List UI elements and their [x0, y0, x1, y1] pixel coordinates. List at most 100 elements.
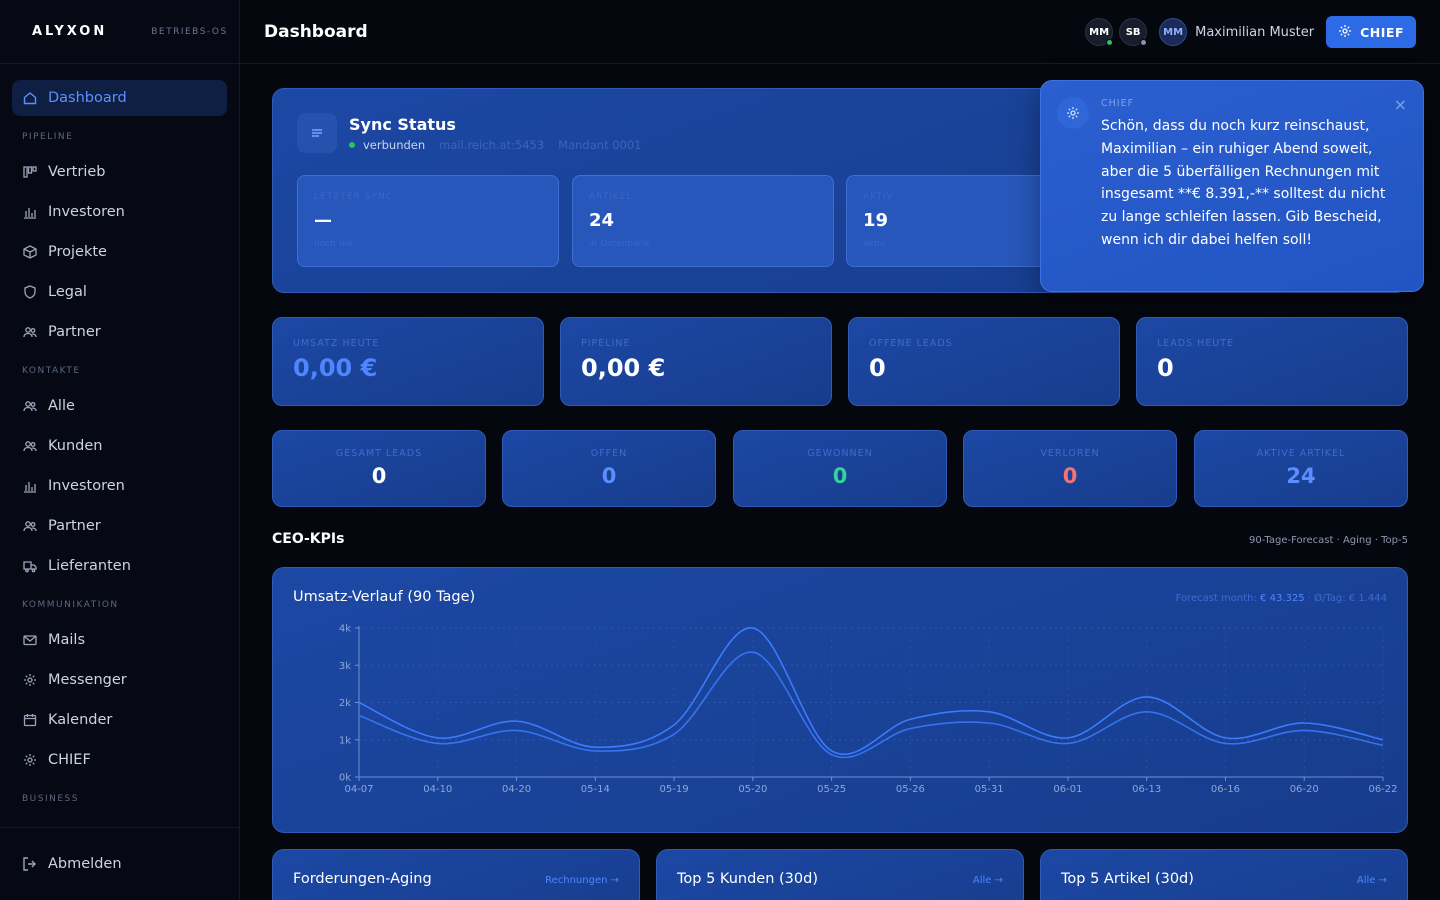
sidebar-item-messenger[interactable]: Messenger — [12, 662, 227, 698]
sidebar-item-label: Partner — [48, 518, 101, 534]
popup-label: CHIEF — [1101, 98, 1135, 109]
sidebar-item-label: CHIEF — [48, 752, 91, 768]
sidebar-item-label: Dashboard — [48, 90, 127, 106]
sidebar-item-label: Projekte — [48, 244, 107, 260]
users-icon — [22, 398, 38, 414]
tile-label: LETZTER SYNC — [314, 192, 393, 202]
logout-icon — [22, 856, 38, 872]
lead-stat-card[interactable]: GEWONNEN 0 — [733, 430, 947, 507]
card-title: Top 5 Kunden (30d) — [677, 871, 818, 887]
kpi-label: PIPELINE — [581, 338, 631, 349]
stat-label: AKTIVE ARTIKEL — [1256, 448, 1346, 459]
sync-tile: LETZTER SYNC — noch nie — [297, 175, 559, 267]
bar-chart-icon — [22, 204, 38, 220]
sidebar-item-kunden[interactable]: Kunden — [12, 428, 227, 464]
sidebar-item-projekte[interactable]: Projekte — [12, 234, 227, 270]
presence-avatar[interactable]: MM — [1085, 18, 1114, 46]
sidebar-item-vertrieb[interactable]: Vertrieb — [12, 154, 227, 190]
chart-title: Umsatz-Verlauf (90 Tage) — [293, 589, 476, 605]
sidebar-item-kontakte-investoren[interactable]: Investoren — [12, 468, 227, 504]
sidebar-item-lieferanten[interactable]: Lieferanten — [12, 548, 227, 584]
stat-label: VERLOREN — [1040, 448, 1100, 459]
truck-icon — [22, 558, 38, 574]
tile-sub: in Datenbank — [589, 239, 650, 249]
logout-button[interactable]: Abmelden — [12, 846, 227, 882]
kpi-card[interactable]: LEADS HEUTE 0 — [1136, 317, 1408, 406]
lead-stat-card[interactable]: OFFEN 0 — [502, 430, 716, 507]
sync-mandant: Mandant 0001 — [558, 138, 642, 152]
x-tick-label: 06-13 — [1132, 784, 1161, 795]
kpi-value: 0 — [869, 354, 886, 382]
sparkle-icon — [1057, 97, 1089, 129]
section-meta: 90-Tage-Forecast · Aging · Top-5 — [1249, 535, 1408, 546]
sidebar-nav: Dashboard PIPELINE Vertrieb Investoren P… — [0, 64, 239, 816]
chart-meta: Forecast month: € 43.325 · Ø/Tag: € 1.44… — [1175, 593, 1387, 604]
connection-status: verbunden — [363, 138, 426, 152]
top-articles-card: Top 5 Artikel (30d) Alle → — [1040, 849, 1408, 900]
topbar: Dashboard MM SB MM Maximilian Muster CHI… — [240, 0, 1440, 64]
lead-stat-card[interactable]: AKTIVE ARTIKEL 24 — [1194, 430, 1408, 507]
sidebar-item-investoren[interactable]: Investoren — [12, 194, 227, 230]
lead-stat-card[interactable]: VERLOREN 0 — [963, 430, 1177, 507]
connection-status-dot — [349, 142, 355, 148]
kanban-icon — [22, 164, 38, 180]
all-customers-link[interactable]: Alle → — [972, 875, 1003, 886]
sidebar-item-dashboard[interactable]: Dashboard — [12, 80, 227, 116]
stat-value: 24 — [1286, 464, 1316, 488]
sidebar-item-label: Investoren — [48, 204, 125, 220]
sidebar-item-kontakte-partner[interactable]: Partner — [12, 508, 227, 544]
stat-label: GESAMT LEADS — [335, 448, 423, 459]
sidebar-item-kalender[interactable]: Kalender — [12, 702, 227, 738]
tile-value: — — [314, 210, 332, 231]
stat-value: 0 — [832, 464, 848, 488]
presence-avatar[interactable]: SB — [1119, 18, 1148, 46]
kpi-value: 0 — [1157, 354, 1174, 382]
stat-value: 0 — [371, 464, 387, 488]
tile-sub: noch nie — [314, 239, 353, 249]
sidebar-item-mails[interactable]: Mails — [12, 622, 227, 658]
page-title: Dashboard — [264, 21, 368, 42]
kpi-value: 0,00 € — [581, 354, 666, 382]
sidebar-item-label: Investoren — [48, 478, 125, 494]
chief-button[interactable]: CHIEF — [1326, 16, 1416, 48]
card-title: Top 5 Artikel (30d) — [1061, 871, 1194, 887]
sidebar-item-label: Alle — [48, 398, 75, 414]
tile-label: ARTIKEL — [589, 192, 633, 202]
kpi-label: UMSATZ HEUTE — [293, 338, 380, 349]
kpi-card[interactable]: OFFENE LEADS 0 — [848, 317, 1120, 406]
user-name[interactable]: Maximilian Muster — [1195, 24, 1315, 40]
x-tick-label: 05-25 — [817, 784, 846, 795]
revenue-chart-card: 0k 1k 2k 3k 4k 04-07 04-10 04-20 05-14 05-19 05-20… — [272, 567, 1408, 833]
x-tick-label: 04-10 — [423, 784, 452, 795]
x-tick-label: 05-14 — [581, 784, 610, 795]
revenue-chart: 0k 1k 2k 3k 4k 04-07 04-10 04-20 05-14 05-19 05-20… — [339, 624, 1398, 796]
nav-section-business: BUSINESS — [22, 794, 79, 804]
users-icon — [22, 438, 38, 454]
box-icon — [22, 244, 38, 260]
kpi-label: OFFENE LEADS — [869, 338, 953, 349]
y-tick-label: 1k — [339, 735, 351, 746]
brand-logo[interactable]: ALYXON — [32, 24, 108, 39]
sync-host: mail.reich.at:5453 — [439, 138, 545, 152]
close-icon[interactable]: × — [1393, 95, 1407, 114]
kpi-card[interactable]: UMSATZ HEUTE 0,00 € — [272, 317, 544, 406]
calendar-icon — [22, 712, 38, 728]
nav-section-kommunikation: KOMMUNIKATION — [22, 600, 119, 610]
status-dot — [1140, 39, 1148, 46]
lead-stat-card[interactable]: GESAMT LEADS 0 — [272, 430, 486, 507]
user-avatar[interactable]: MM — [1159, 18, 1188, 46]
sidebar-item-label: Abmelden — [48, 856, 122, 872]
sidebar-item-legal[interactable]: Legal — [12, 274, 227, 310]
sidebar-item-chief[interactable]: CHIEF — [12, 742, 227, 778]
tile-value: 24 — [589, 210, 615, 231]
shield-icon — [22, 284, 38, 300]
stat-value: 0 — [601, 464, 617, 488]
sidebar-item-alle[interactable]: Alle — [12, 388, 227, 424]
kpi-card[interactable]: PIPELINE 0,00 € — [560, 317, 832, 406]
bar-chart-icon — [22, 478, 38, 494]
x-tick-label: 06-01 — [1053, 784, 1082, 795]
all-articles-link[interactable]: Alle → — [1356, 875, 1387, 886]
sidebar-item-partner[interactable]: Partner — [12, 314, 227, 350]
tile-sub: aktiv — [863, 239, 886, 249]
invoices-link[interactable]: Rechnungen → — [545, 875, 619, 886]
